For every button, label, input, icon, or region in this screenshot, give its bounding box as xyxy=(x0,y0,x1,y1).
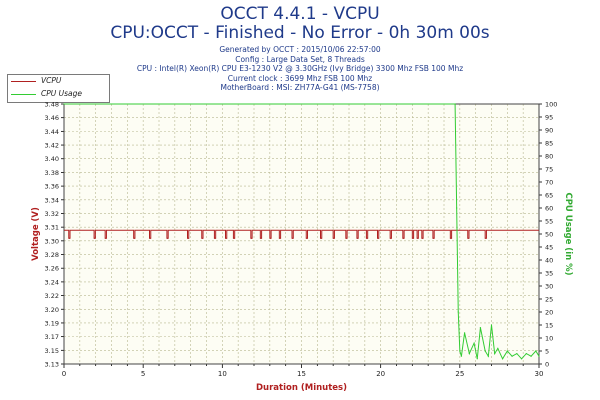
info-motherboard: MotherBoard : MSI: ZH77A-G41 (MS-7758) xyxy=(220,83,380,92)
cpu-usage-point xyxy=(459,350,461,352)
cpu-usage-point xyxy=(520,358,523,360)
legend-item-vcpu: VCPU xyxy=(8,75,109,87)
chart-legend: VCPU CPU Usage xyxy=(7,74,110,103)
cpu-usage-point xyxy=(525,353,527,355)
y2-tick-label: 30 xyxy=(545,283,553,291)
y-tick-label: 3.31 xyxy=(45,224,59,232)
y-tick-label: 3.32 xyxy=(45,210,59,218)
y2-tick-label: 65 xyxy=(545,192,553,200)
cpu-usage-point xyxy=(454,103,456,105)
y2-tick-label: 50 xyxy=(545,231,553,239)
cpu-usage-point xyxy=(501,358,504,360)
y-tick-label: 3.26 xyxy=(45,265,59,273)
y2-tick-label: 75 xyxy=(545,166,553,174)
cpu-usage-point xyxy=(506,350,508,352)
y2-tick-label: 55 xyxy=(545,218,553,226)
y2-tick-label: 40 xyxy=(545,257,553,265)
y2-tick-label: 10 xyxy=(545,335,553,343)
cpu-usage-point xyxy=(473,342,475,344)
y2-tick-label: 60 xyxy=(545,205,553,213)
y2-tick-label: 35 xyxy=(545,270,553,278)
cpu-usage-point xyxy=(516,353,518,355)
legend-item-cpu-usage: CPU Usage xyxy=(8,88,109,100)
y-tick-label: 3.36 xyxy=(45,183,59,191)
y-tick-label: 3.24 xyxy=(45,278,59,286)
system-info: Generated by OCCT : 2015/10/06 22:57:00 … xyxy=(0,45,600,93)
cpu-usage-point xyxy=(511,355,513,357)
x-tick-label: 0 xyxy=(62,370,66,378)
info-generated: Generated by OCCT : 2015/10/06 22:57:00 xyxy=(219,45,381,54)
cpu-usage-point xyxy=(460,355,463,357)
x-tick-label: 25 xyxy=(455,370,464,378)
cpu-usage-point xyxy=(456,207,458,209)
y-tick-label: 3.22 xyxy=(45,292,59,300)
y-tick-label: 3.17 xyxy=(45,333,59,341)
cpu-usage-point xyxy=(484,350,486,352)
x-tick-label: 10 xyxy=(218,370,227,378)
y-tick-label: 3.40 xyxy=(45,155,59,163)
x-axis-label: Duration (Minutes) xyxy=(256,383,347,393)
y2-tick-label: 70 xyxy=(545,179,553,187)
cpu-usage-point xyxy=(468,353,470,355)
chart-subtitle: CPU:OCCT - Finished - No Error - 0h 30m … xyxy=(110,23,490,43)
cpu-usage-point xyxy=(487,355,489,357)
info-config: Config : Large Data Set, 8 Threads xyxy=(235,54,365,64)
cpu-usage-point xyxy=(494,353,496,355)
y2-tick-label: 45 xyxy=(545,244,553,252)
info-clock: Current clock : 3699 Mhz FSB 100 Mhz xyxy=(227,73,373,83)
y-tick-label: 3.38 xyxy=(45,169,59,177)
y2-tick-label: 25 xyxy=(545,296,553,304)
x-tick-label: 20 xyxy=(376,370,385,378)
x-tick-label: 5 xyxy=(141,370,145,378)
y-tick-label: 3.15 xyxy=(45,347,59,355)
info-cpu: CPU : Intel(R) Xeon(R) CPU E3-1230 V2 @ … xyxy=(136,64,464,73)
y2-tick-label: 95 xyxy=(545,114,553,122)
y-tick-label: 3.34 xyxy=(45,196,59,204)
cpu-usage-point xyxy=(497,347,499,349)
y-tick-label: 3.30 xyxy=(45,237,59,245)
y-axis-label: Voltage (V) xyxy=(31,207,41,261)
y2-tick-label: 100 xyxy=(545,101,557,109)
legend-swatch-cpu-usage xyxy=(11,94,36,95)
y-tick-label: 3.20 xyxy=(45,306,59,314)
y2-axis-label: CPU Usage (in %) xyxy=(563,192,573,275)
cpu-usage-point xyxy=(476,358,478,360)
legend-label-vcpu: VCPU xyxy=(41,76,62,85)
cpu-usage-point xyxy=(63,103,65,105)
y-tick-label: 3.28 xyxy=(45,251,59,259)
cpu-usage-point xyxy=(490,324,493,326)
legend-label-cpu-usage: CPU Usage xyxy=(41,89,83,98)
y-tick-label: 3.48 xyxy=(45,101,59,109)
y-tick-label: 3.13 xyxy=(45,361,59,369)
legend-swatch-vcpu xyxy=(11,81,36,82)
y2-tick-label: 15 xyxy=(545,322,553,330)
y-tick-label: 3.46 xyxy=(45,114,59,122)
cpu-usage-point xyxy=(538,355,540,357)
y-tick-label: 3.44 xyxy=(45,128,59,136)
x-tick-label: 30 xyxy=(535,370,544,378)
y2-tick-label: 90 xyxy=(545,127,553,135)
y2-tick-label: 5 xyxy=(545,348,549,356)
y2-tick-label: 85 xyxy=(545,140,553,148)
cpu-usage-point xyxy=(535,350,537,352)
y2-tick-label: 20 xyxy=(545,309,553,317)
y-tick-label: 3.19 xyxy=(45,319,59,327)
cpu-usage-point xyxy=(457,311,459,313)
y-tick-label: 3.42 xyxy=(45,142,59,150)
x-tick-label: 15 xyxy=(297,370,306,378)
series-line-vcpu xyxy=(64,229,539,239)
cpu-usage-point xyxy=(530,355,532,357)
chart-title: OCCT 4.4.1 - VCPU xyxy=(220,4,380,24)
cpu-usage-point xyxy=(479,327,482,329)
y2-tick-label: 80 xyxy=(545,153,553,161)
y2-tick-label: 0 xyxy=(545,361,549,369)
cpu-usage-point xyxy=(463,332,466,334)
